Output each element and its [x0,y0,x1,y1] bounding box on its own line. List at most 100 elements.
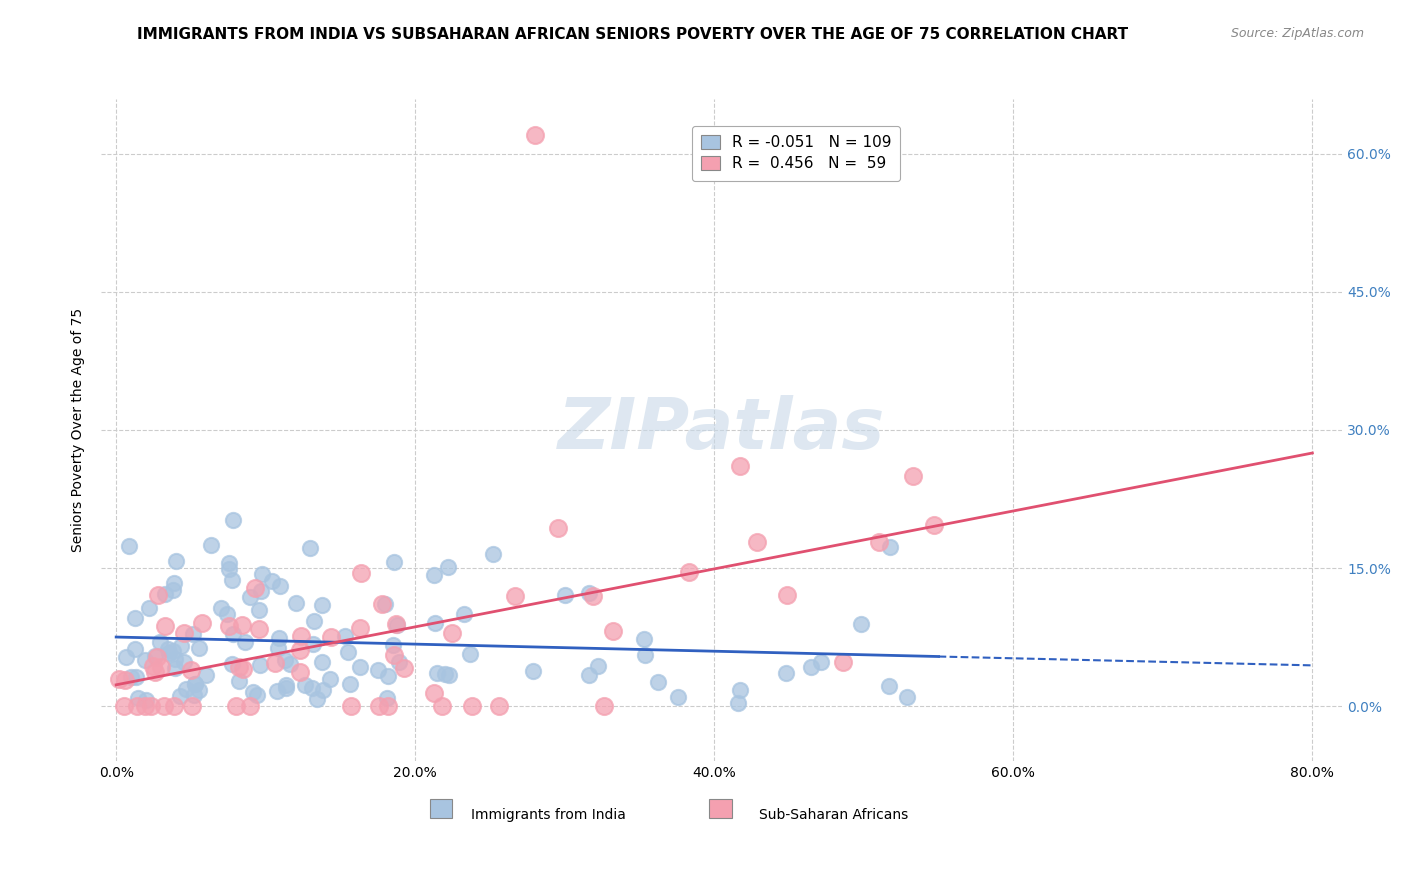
Point [239,699,262,714]
Point [124,642,146,657]
Point [321,630,343,644]
Point [340,699,363,714]
Point [423,686,446,700]
Text: Immigrants from India: Immigrants from India [471,808,626,822]
Point [180,663,202,677]
Point [180,699,202,714]
Point [174,681,197,696]
Point [776,588,799,602]
Point [488,699,510,714]
Point [276,678,298,692]
Text: Source: ZipAtlas.com: Source: ZipAtlas.com [1230,27,1364,40]
Point [134,653,156,667]
Point [120,670,142,684]
Point [385,618,408,632]
Point [209,601,232,615]
Point [302,614,325,628]
Point [339,676,361,690]
Point [231,618,253,632]
Point [439,667,461,681]
Point [582,589,605,603]
Point [879,679,901,693]
Point [377,699,399,714]
Point [155,619,177,633]
Point [440,626,463,640]
Point [634,648,657,663]
Point [125,699,148,714]
Point [775,665,797,680]
Point [252,566,274,581]
Point [371,597,394,611]
Point [586,659,609,673]
Point [139,699,162,714]
Point [149,634,172,648]
Point [108,673,131,687]
Point [318,672,340,686]
Point [188,640,211,655]
Point [382,555,405,569]
Point [301,681,323,696]
Point [114,673,136,687]
Point [184,676,207,690]
Point [165,554,187,568]
Point [135,693,157,707]
Point [221,627,243,641]
Point [336,645,359,659]
Point [153,587,176,601]
Point [392,661,415,675]
Point [274,653,297,667]
Point [547,521,569,535]
Point [312,682,335,697]
Point [183,688,205,702]
Bar [430,799,453,818]
Point [124,670,146,684]
Point [243,581,266,595]
Point [269,579,291,593]
Point [143,649,166,664]
Point [290,665,312,679]
Point [367,699,389,714]
Point [382,648,405,662]
Point [678,565,700,579]
Point [162,644,184,658]
Point [290,629,312,643]
Point [901,469,924,483]
Point [437,559,460,574]
Point [666,690,689,705]
Point [482,547,505,561]
Point [249,603,271,617]
Point [249,658,271,673]
Point [169,690,191,704]
Point [157,646,180,660]
Point [311,655,333,669]
Text: IMMIGRANTS FROM INDIA VS SUBSAHARAN AFRICAN SENIORS POVERTY OVER THE AGE OF 75 C: IMMIGRANTS FROM INDIA VS SUBSAHARAN AFRI… [138,27,1128,42]
Point [218,562,240,576]
Point [246,688,269,702]
Point [422,568,444,582]
Point [333,629,356,643]
Point [163,576,186,591]
Point [228,673,250,688]
Point [124,610,146,624]
Point [868,535,890,549]
Point [453,607,475,622]
Point [127,690,149,705]
Point [250,583,273,598]
Point [184,677,207,691]
Point [242,685,264,699]
Point [262,574,284,588]
Point [134,699,156,714]
Point [187,683,209,698]
Point [849,617,872,632]
Point [426,665,449,680]
Point [307,692,329,706]
Point [266,684,288,698]
Point [302,637,325,651]
Point [299,541,322,556]
Point [290,643,312,657]
Point [367,663,389,677]
Point [747,535,769,549]
Bar [710,799,731,818]
Point [924,518,946,533]
Point [200,537,222,551]
